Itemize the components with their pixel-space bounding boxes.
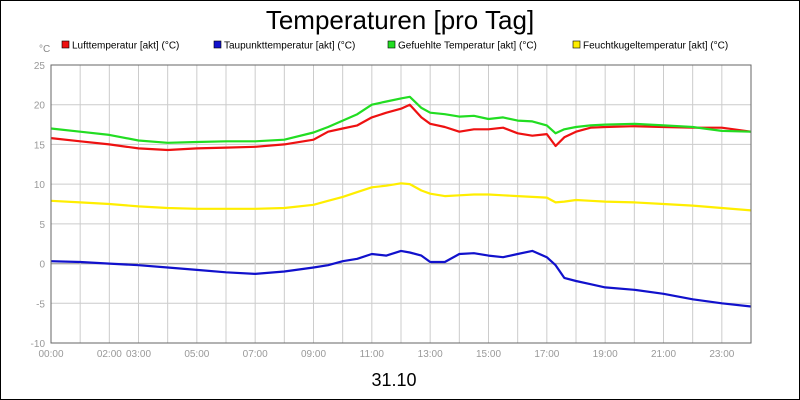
legend-label: Gefuehlte Temperatur [akt] (°C) — [398, 41, 537, 52]
x-tick-label: 11:00 — [360, 349, 385, 360]
x-tick-label: 19:00 — [593, 349, 618, 360]
date-label: 31.10 — [371, 370, 416, 390]
legend: Lufttemperatur [akt] (°C) Taupunkttempera… — [61, 40, 728, 52]
x-tick-label: 15:00 — [476, 349, 501, 360]
series-line-3 — [50, 182, 752, 212]
x-tick-label: 09:00 — [301, 349, 326, 360]
series-line-1 — [50, 249, 752, 308]
x-tick-label: 00:00 — [38, 349, 63, 360]
y-tick-label: 0 — [39, 260, 45, 271]
y-axis-unit: °C — [39, 44, 50, 55]
plot-frame — [50, 64, 752, 344]
series-line-0 — [50, 103, 752, 152]
y-tick-label: 20 — [34, 101, 46, 112]
chart-title: Temperaturen [pro Tag] — [266, 5, 534, 35]
series-line-2 — [50, 95, 752, 144]
series-layer — [50, 95, 752, 308]
x-tick-label: 21:00 — [651, 349, 676, 360]
legend-swatch — [572, 40, 581, 49]
legend-swatch — [61, 40, 70, 49]
y-tick-label: 25 — [34, 61, 46, 72]
x-tick-label: 13:00 — [418, 349, 443, 360]
grid — [51, 64, 751, 344]
legend-label: Feuchtkugeltemperatur [akt] (°C) — [583, 41, 728, 52]
legend-label: Taupunkttemperatur [akt] (°C) — [224, 41, 355, 52]
legend-swatch — [387, 40, 396, 49]
legend-label: Lufttemperatur [akt] (°C) — [72, 41, 179, 52]
x-tick-label: 07:00 — [243, 349, 268, 360]
legend-swatch — [213, 40, 222, 49]
x-tick-label: 23:00 — [709, 349, 734, 360]
x-axis-ticks: 00:00 02:00 03:00 05:00 07:00 09:00 11:00 13:00… — [38, 349, 734, 360]
y-tick-label: 15 — [34, 140, 46, 151]
x-tick-label: 05:00 — [184, 349, 209, 360]
x-tick-label: 02:00 — [97, 349, 122, 360]
y-axis-ticks: -10 -5 0 5 10 15 20 25 — [31, 61, 46, 350]
y-tick-label: 5 — [39, 220, 45, 231]
y-tick-label: 10 — [34, 180, 46, 191]
x-tick-label: 03:00 — [126, 349, 151, 360]
y-tick-label: -10 — [31, 339, 46, 350]
y-tick-label: -5 — [36, 299, 45, 310]
x-tick-label: 17:00 — [534, 349, 559, 360]
